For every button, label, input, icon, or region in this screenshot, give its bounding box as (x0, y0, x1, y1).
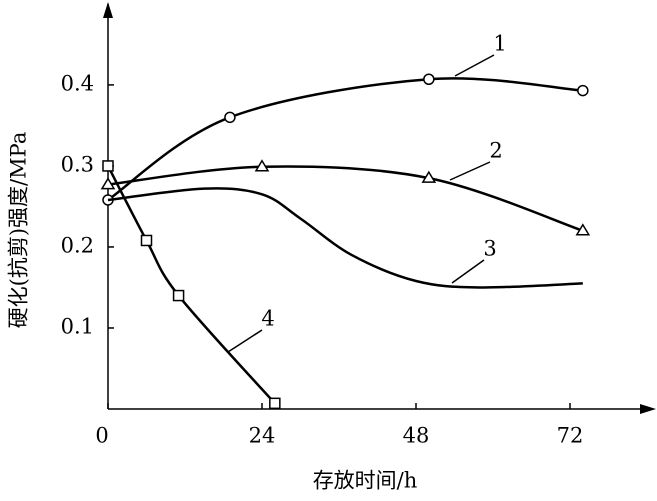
y-tick-label: 0.3 (61, 152, 94, 176)
x-axis-arrow (640, 404, 656, 414)
x-tick-label: 48 (403, 424, 430, 448)
series-label: 2 (489, 139, 502, 163)
marker (577, 84, 589, 97)
x-axis-label: 存放时间/h (313, 469, 418, 493)
curve (107, 187, 583, 289)
x-tick-label: 24 (249, 424, 276, 448)
marker (575, 223, 591, 236)
curve (107, 77, 583, 202)
marker (140, 234, 153, 247)
y-tick-label: 0.2 (61, 233, 94, 257)
marker (172, 289, 185, 302)
leader-line (449, 161, 491, 181)
series-label: 3 (483, 237, 496, 261)
leader-line (227, 329, 263, 353)
y-tick-label: 0.4 (61, 71, 94, 95)
x-tick-label: 72 (557, 424, 584, 448)
y-tick-label: 0.1 (61, 314, 94, 338)
curve (107, 165, 584, 232)
series-label: 4 (261, 307, 274, 331)
marker (269, 397, 281, 410)
marker (100, 177, 116, 190)
marker (224, 111, 236, 124)
marker (102, 160, 114, 172)
x-tick-label: 0 (95, 424, 108, 448)
leader-line (454, 54, 495, 77)
marker (421, 170, 437, 183)
leader-line (451, 259, 485, 284)
curve (106, 165, 276, 405)
series-label: 1 (493, 32, 506, 56)
y-axis-label: 硬化(抗剪)强度/MPa (7, 132, 31, 329)
marker (423, 73, 435, 85)
marker (254, 159, 270, 172)
y-axis-arrow (103, 2, 113, 18)
